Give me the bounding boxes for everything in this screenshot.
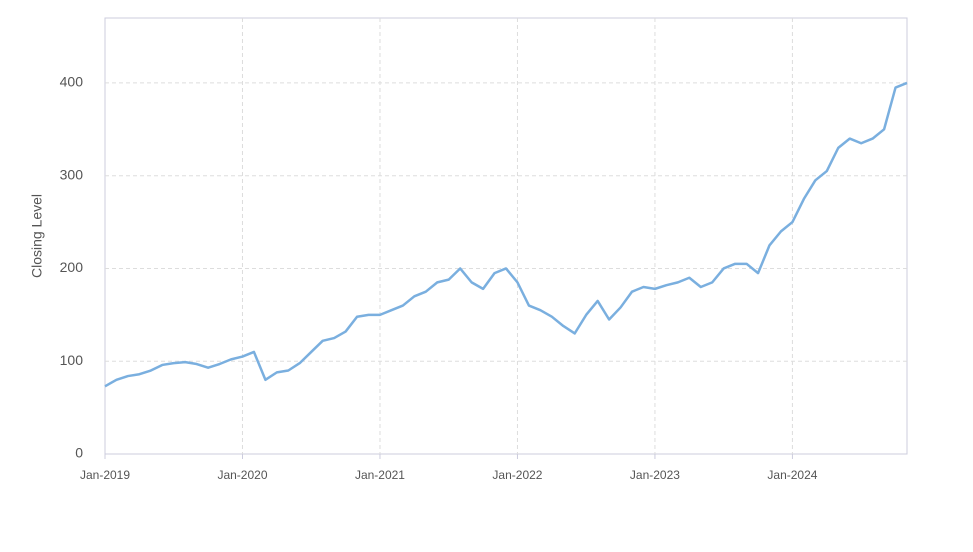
x-tick-label: Jan-2020 (217, 468, 267, 482)
y-axis-label: Closing Level (29, 194, 45, 278)
x-tick-label: Jan-2021 (355, 468, 405, 482)
y-tick-label: 0 (75, 445, 83, 461)
line (104, 81, 908, 388)
plot-frame (104, 17, 908, 455)
x-tick-label: Jan-2023 (630, 468, 680, 482)
x-tick-label: Jan-2022 (492, 468, 542, 482)
y-tick-label: 200 (60, 259, 84, 275)
x-tick-label: Jan-2024 (767, 468, 817, 482)
y-tick-label: 300 (60, 166, 84, 182)
x-tick-label: Jan-2019 (80, 468, 130, 482)
y-tick-label: 400 (60, 74, 84, 90)
y-tick-label: 100 (60, 352, 84, 368)
